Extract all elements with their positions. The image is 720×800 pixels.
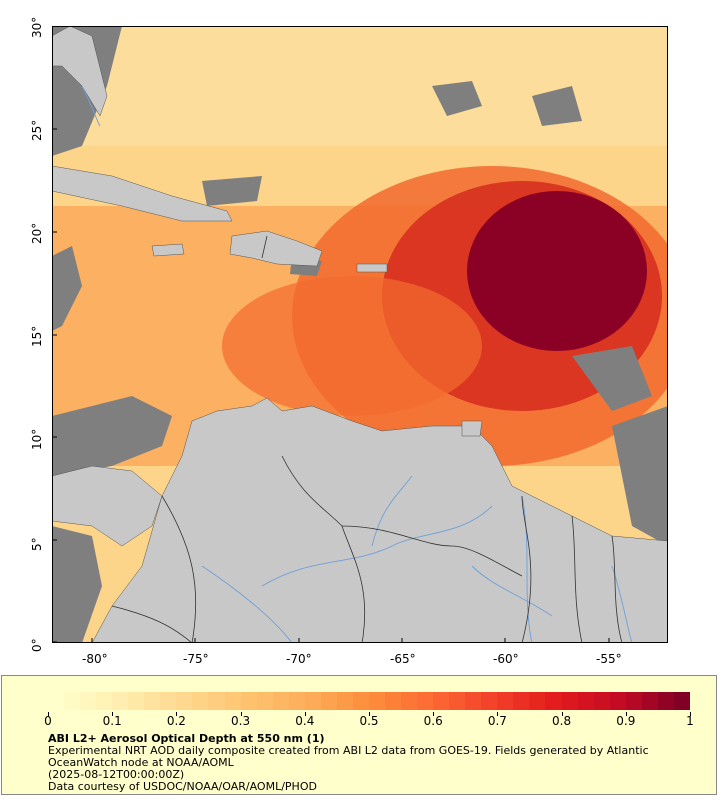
legend-description: Experimental NRT AOD daily composite cre…: [48, 744, 649, 769]
hispaniola: [229, 230, 323, 267]
colorbar-cell: [112, 692, 129, 710]
colorbar-tick: [625, 712, 627, 716]
colorbar-cell: [144, 692, 161, 710]
colorbar-cell: [96, 692, 113, 710]
colorbar-tick: [690, 712, 691, 716]
colorbar-cell: [545, 692, 562, 710]
jamaica: [151, 243, 185, 257]
colorbar-cell: [449, 692, 466, 710]
colorbar-tick-label: 0.8: [552, 714, 572, 728]
colorbar-cell: [224, 692, 241, 710]
colorbar-cell: [64, 692, 81, 710]
central-america: [52, 465, 163, 547]
colorbar-cell: [80, 692, 97, 710]
colorbar-cell: [417, 692, 434, 710]
colorbar-cell: [673, 692, 690, 710]
colorbar-tick: [48, 712, 49, 716]
colorbar-tick-label: 0.9: [616, 714, 636, 728]
florida: [52, 26, 108, 117]
colorbar-cell: [256, 692, 273, 710]
rivers: [81, 85, 633, 643]
colorbar-cell: [481, 692, 498, 710]
lat-label: 30°: [30, 16, 44, 38]
map-panel: [52, 26, 668, 643]
colorbar-cell: [240, 692, 257, 710]
lat-label: 20°: [30, 222, 44, 244]
colorbar-cell: [561, 692, 578, 710]
colorbar-cell: [529, 692, 546, 710]
colorbar-tick: [433, 712, 435, 716]
legend-date: (2025-08-12T00:00:00Z): [48, 768, 185, 781]
colorbar-cell: [320, 692, 337, 710]
lon-label: -65°: [390, 652, 416, 666]
lon-label: -80°: [82, 652, 108, 666]
colorbar-cell: [192, 692, 209, 710]
colorbar-cell: [352, 692, 369, 710]
colorbar-cell: [593, 692, 610, 710]
colorbar-cell: [657, 692, 674, 710]
colorbar-tick-label: 0.3: [231, 714, 251, 728]
colorbar-cell: [577, 692, 594, 710]
legend-credit: Data courtesy of USDOC/NOAA/OAR/AOML/PHO…: [48, 780, 317, 793]
colorbar-tick-label: 1: [686, 714, 694, 728]
colorbar-cell: [336, 692, 353, 710]
aod-plume-core: [467, 191, 647, 351]
lat-label: 5°: [30, 537, 44, 551]
colorbar-cell: [497, 692, 514, 710]
colorbar-cell: [304, 692, 321, 710]
aod-map: [52, 26, 668, 643]
colorbar-cell: [609, 692, 626, 710]
axis-ticks: [52, 26, 610, 643]
colorbar-cell: [384, 692, 402, 710]
colorbar-cell: [160, 692, 177, 710]
colorbar-cell: [641, 692, 658, 710]
colorbar-cell: [288, 692, 305, 710]
legend-title: ABI L2+ Aerosol Optical Depth at 550 nm …: [48, 732, 325, 745]
colorbar-cell: [465, 692, 482, 710]
lon-label: -55°: [596, 652, 622, 666]
lat-label: 15°: [30, 325, 44, 347]
colorbar-tick-label: 0.5: [359, 714, 379, 728]
lat-label: 10°: [30, 428, 44, 450]
puerto-rico: [356, 263, 388, 273]
colorbar-cell: [208, 692, 225, 710]
colorbar-cell: [48, 692, 65, 710]
cuba: [52, 165, 233, 222]
colorbar-cell: [401, 692, 418, 710]
colorbar-tick: [112, 712, 114, 716]
colorbar-tick-label: 0.7: [487, 714, 507, 728]
colorbar-cell: [176, 692, 193, 710]
colorbar-tick: [497, 712, 499, 716]
colorbar-cell: [433, 692, 450, 710]
colorbar-cell: [513, 692, 530, 710]
colorbar-tick-label: 0.4: [295, 714, 315, 728]
colorbar-tick: [561, 712, 563, 716]
lon-label: -70°: [286, 652, 312, 666]
lon-label: -60°: [493, 652, 519, 666]
legend-panel: ABI L2+ Aerosol Optical Depth at 550 nm …: [1, 675, 717, 795]
land-masses: [52, 26, 668, 643]
colorbar-tick-label: 0.6: [423, 714, 443, 728]
trinidad: [461, 420, 483, 437]
colorbar-cell: [128, 692, 145, 710]
colorbar-cell: [625, 692, 642, 710]
colorbar-tick-label: 0.1: [102, 714, 122, 728]
colorbar-tick: [176, 712, 178, 716]
aod-plume-west: [222, 276, 482, 416]
aod-north-light: [52, 26, 668, 146]
colorbar-cell: [368, 692, 385, 710]
lat-label: 0°: [30, 638, 44, 652]
colorbar-tick-label: 0: [44, 714, 52, 728]
colorbar-tick: [369, 712, 370, 716]
south-america: [91, 397, 668, 643]
colorbar: [48, 692, 690, 710]
colorbar-tick: [240, 712, 242, 716]
colorbar-tick-label: 0.2: [166, 714, 186, 728]
lat-label: 25°: [30, 119, 44, 141]
lon-label: -75°: [183, 652, 209, 666]
colorbar-tick: [304, 712, 306, 716]
colorbar-cell: [272, 692, 289, 710]
country-borders: [111, 235, 623, 643]
